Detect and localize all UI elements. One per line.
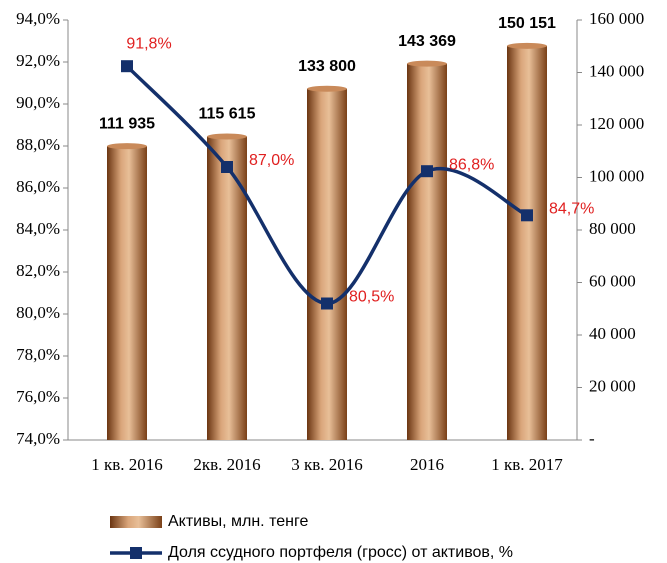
y2-tick-label: 20 000 bbox=[589, 376, 636, 395]
y2-tick-label: 40 000 bbox=[589, 324, 636, 343]
bar-label: 143 369 bbox=[398, 33, 456, 50]
line-label: 91,8% bbox=[126, 35, 171, 52]
y2-tick-label: - bbox=[589, 429, 595, 448]
legend-label: Активы, млн. тенге bbox=[168, 513, 308, 530]
y-tick-label: 88,0% bbox=[16, 135, 60, 154]
line-label: 87,0% bbox=[249, 152, 294, 169]
bar-top bbox=[107, 143, 147, 150]
y-tick-label: 92,0% bbox=[16, 51, 60, 70]
x-tick-label: 2016 bbox=[410, 455, 444, 474]
y-tick-label: 86,0% bbox=[16, 177, 60, 196]
y2-tick-label: 80 000 bbox=[589, 219, 636, 238]
y2-tick-label: 120 000 bbox=[589, 114, 644, 133]
x-tick-label: 1 кв. 2016 bbox=[91, 455, 163, 474]
line-marker bbox=[521, 209, 533, 222]
legend-swatch bbox=[130, 547, 142, 559]
line-marker bbox=[221, 161, 233, 173]
line-marker bbox=[321, 297, 333, 310]
line-label: 86,8% bbox=[449, 156, 494, 173]
bar-top bbox=[507, 42, 547, 49]
y-tick-label: 82,0% bbox=[16, 261, 60, 280]
bar-top bbox=[407, 60, 447, 67]
y-tick-label: 90,0% bbox=[16, 93, 60, 112]
line-marker bbox=[121, 60, 133, 73]
x-tick-label: 1 кв. 2017 bbox=[491, 455, 563, 474]
bar bbox=[407, 63, 447, 441]
y-tick-label: 84,0% bbox=[16, 219, 60, 238]
bar-label: 150 151 bbox=[498, 15, 556, 32]
y-tick-label: 78,0% bbox=[16, 345, 60, 364]
y-tick-label: 80,0% bbox=[16, 303, 60, 322]
x-tick-label: 3 кв. 2016 bbox=[291, 455, 363, 474]
y-tick-label: 74,0% bbox=[16, 429, 60, 448]
legend-label: Доля ссудного портфеля (гросс) от активо… bbox=[168, 544, 513, 561]
bar bbox=[107, 146, 147, 440]
bar bbox=[507, 45, 547, 440]
y2-tick-label: 160 000 bbox=[589, 9, 644, 28]
y2-tick-label: 60 000 bbox=[589, 271, 636, 290]
bar-label: 133 800 bbox=[298, 58, 356, 75]
bar-label: 115 615 bbox=[199, 106, 256, 123]
bar-label: 111 935 bbox=[99, 115, 155, 132]
line-label: 80,5% bbox=[349, 289, 394, 306]
legend-swatch bbox=[110, 516, 162, 528]
line-label: 84,7% bbox=[549, 201, 594, 218]
y-tick-label: 94,0% bbox=[16, 9, 60, 28]
line-marker bbox=[421, 165, 433, 178]
bar bbox=[207, 136, 247, 440]
y-tick-label: 76,0% bbox=[16, 387, 60, 406]
bar bbox=[307, 88, 347, 441]
x-tick-label: 2кв. 2016 bbox=[193, 455, 260, 474]
y2-tick-label: 140 000 bbox=[589, 61, 644, 80]
bar-top bbox=[307, 85, 347, 92]
y2-tick-label: 100 000 bbox=[589, 166, 644, 185]
bar-top bbox=[207, 133, 247, 140]
